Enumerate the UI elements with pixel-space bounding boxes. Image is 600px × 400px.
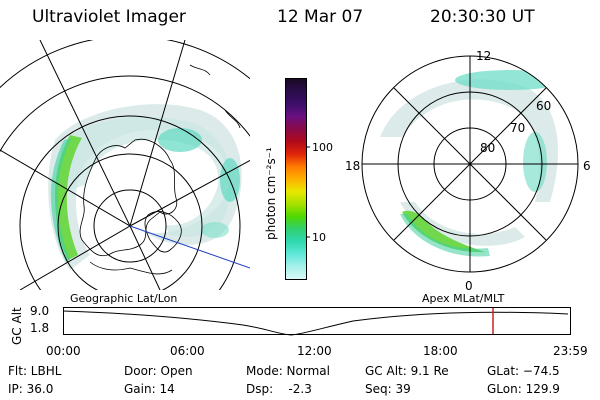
date-label: 12 Mar 07	[277, 7, 364, 27]
oval-haze	[400, 202, 525, 246]
app-title: Ultraviolet Imager	[32, 7, 186, 27]
coastline	[144, 211, 182, 253]
mlt-label-18: 18	[345, 159, 360, 173]
latitude-circle	[57, 153, 203, 290]
meridian	[0, 149, 131, 227]
meridian	[129, 225, 161, 290]
aurora-patch	[158, 128, 202, 152]
coastline	[89, 261, 173, 275]
aurora-patch	[201, 222, 229, 238]
timeline-axis-label: GC Alt	[10, 307, 24, 345]
aurora-arc-bottom	[402, 210, 485, 253]
timeline-xtick-0600: 06:00	[170, 344, 205, 358]
time-label: 20:30:30 UT	[430, 7, 535, 27]
info-ip: IP: 36.0	[8, 382, 54, 396]
timeline-ytick-low: 1.8	[30, 321, 50, 335]
info-glon: GLon: 129.9	[487, 382, 560, 396]
mlat-label-80: 80	[480, 141, 495, 155]
latitude-circle	[0, 75, 250, 153]
track-line	[129, 225, 250, 269]
oval-speckle	[60, 116, 232, 237]
colorbar	[285, 78, 307, 280]
mlt-label-6: 6	[583, 159, 591, 173]
info-gain: Gain: 14	[124, 382, 175, 396]
aurora-patch	[523, 132, 547, 192]
timeline-xtick-2359: 23:59	[553, 344, 588, 358]
info-seq: Seq: 39	[365, 382, 411, 396]
info-dsp: Dsp: -2.3	[246, 382, 312, 396]
info-mode: Mode: Normal	[246, 364, 330, 378]
meridian	[19, 225, 131, 290]
colorbar-label: photon cm⁻²s⁻¹	[264, 147, 278, 240]
aurora-arc-left-glow	[50, 138, 72, 262]
oval-haze	[380, 79, 558, 202]
info-gc-alt: GC Alt: 9.1 Re	[365, 364, 449, 378]
altitude-timeline	[63, 307, 571, 336]
latitude-circle	[93, 189, 167, 263]
mlat-label-70: 70	[510, 121, 525, 135]
mlat-label-60: 60	[536, 99, 551, 113]
info-door: Door: Open	[124, 364, 193, 378]
colorbar-tick-10: 10	[312, 231, 326, 244]
altitude-curve	[63, 310, 569, 336]
geographic-map	[0, 40, 250, 290]
timeline-left-title: Geographic Lat/Lon	[70, 292, 178, 305]
aurora-arc-bottom-glow	[400, 214, 490, 257]
latitude-circle	[19, 115, 241, 290]
aurora-patch	[455, 70, 565, 90]
coastline	[189, 64, 241, 129]
meridian	[39, 40, 131, 227]
meridian	[129, 40, 186, 227]
meridian	[129, 159, 250, 227]
colorbar-axis: 100 10	[306, 141, 333, 244]
timeline-xtick-1200: 12:00	[297, 344, 332, 358]
timeline-xtick-0000: 00:00	[46, 344, 81, 358]
info-filter: Flt: LBHL	[8, 364, 62, 378]
mlt-label-0: 0	[465, 279, 473, 293]
polar-plot: 12 18 6 0 80 70 60	[345, 49, 591, 293]
info-glat: GLat: −74.5	[487, 364, 560, 378]
aurora-arc-left	[55, 135, 82, 260]
timeline-right-title: Apex MLat/MLT	[422, 292, 505, 305]
timeline-ytick-high: 9.0	[30, 304, 50, 318]
mlt-label-12: 12	[476, 49, 491, 63]
colorbar-tick-100: 100	[312, 141, 333, 154]
timeline-xtick-1800: 18:00	[423, 344, 458, 358]
